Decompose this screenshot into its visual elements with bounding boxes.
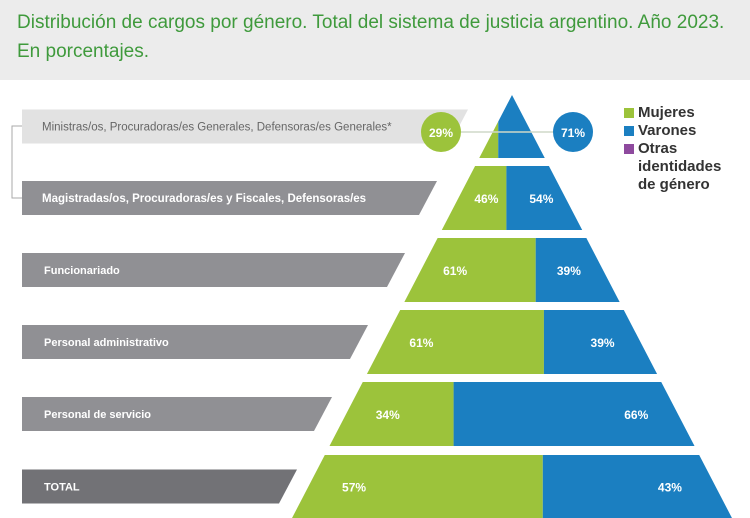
bar-varones xyxy=(506,166,583,230)
category-banner xyxy=(22,469,297,504)
data-label-varones: 71% xyxy=(561,126,585,140)
bar-mujeres xyxy=(404,238,536,302)
bar-varones xyxy=(535,238,620,302)
data-label-mujeres: 29% xyxy=(429,126,453,140)
bar-mujeres xyxy=(329,382,454,446)
data-label-mujeres: 57% xyxy=(342,481,366,495)
chart-title: Distribución de cargos por género. Total… xyxy=(0,0,750,80)
category-label: Personal administrativo xyxy=(44,337,169,349)
data-label-varones: 43% xyxy=(658,481,682,495)
bar-varones xyxy=(542,455,732,518)
legend-label: Varones xyxy=(638,122,697,139)
data-label-mujeres: 34% xyxy=(376,408,400,422)
bar-mujeres xyxy=(479,121,499,158)
data-label-varones: 39% xyxy=(557,264,581,278)
legend-item-otras: Otras identidades de género xyxy=(624,140,733,194)
category-label: TOTAL xyxy=(44,482,80,494)
data-label-varones: 66% xyxy=(624,408,648,422)
legend-swatch xyxy=(624,108,634,118)
bracket-line xyxy=(11,125,22,199)
legend: Mujeres Varones Otras identidades de gén… xyxy=(624,104,733,194)
bar-varones xyxy=(498,95,545,158)
data-label-mujeres: 46% xyxy=(474,192,498,206)
data-label-varones: 54% xyxy=(529,192,553,206)
title-line-1: Distribución de cargos por género. Total… xyxy=(17,12,725,33)
category-banner xyxy=(22,181,437,215)
bar-mujeres xyxy=(441,166,507,230)
category-banner xyxy=(22,253,405,287)
legend-item-mujeres: Mujeres xyxy=(624,104,733,122)
category-banner xyxy=(22,325,368,359)
category-label: Personal de servicio xyxy=(44,409,151,421)
bar-mujeres xyxy=(366,310,544,374)
category-label: Ministras/os, Procuradoras/es Generales,… xyxy=(42,122,392,134)
varones-bubble xyxy=(553,112,593,152)
bar-varones xyxy=(453,382,695,446)
data-label-mujeres: 61% xyxy=(409,336,433,350)
category-banner xyxy=(22,109,468,144)
bar-varones xyxy=(543,310,658,374)
legend-swatch xyxy=(624,144,634,154)
data-label-mujeres: 61% xyxy=(443,264,467,278)
category-banner xyxy=(22,397,332,431)
data-label-varones: 39% xyxy=(591,336,615,350)
mujeres-bubble xyxy=(421,112,461,152)
bar-mujeres xyxy=(292,455,543,518)
legend-swatch xyxy=(624,126,634,136)
legend-label: Mujeres xyxy=(638,104,695,121)
legend-label: Otras identidades de género xyxy=(638,140,722,193)
legend-item-varones: Varones xyxy=(624,122,733,140)
category-label: Magistradas/os, Procuradoras/es y Fiscal… xyxy=(42,193,366,205)
title-line-2: En porcentajes. xyxy=(17,41,150,62)
category-label: Funcionariado xyxy=(44,265,120,277)
